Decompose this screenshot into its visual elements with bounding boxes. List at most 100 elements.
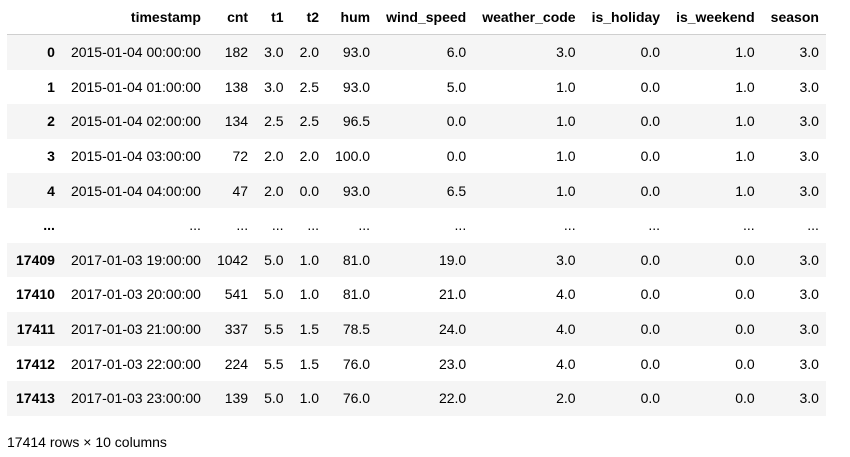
- table-cell-wind-speed: 6.5: [446, 182, 467, 199]
- table-cell-timestamp: 2015-01-04 02:00:00: [70, 113, 201, 130]
- table-cell-is-weekend: 0.0: [735, 321, 755, 338]
- table-cell-weather-code: 3.0: [556, 251, 576, 268]
- table-cell-t1: 5.0: [264, 251, 284, 268]
- table-cell-season: 3.0: [799, 182, 819, 199]
- table-cell-weather-code: ...: [563, 217, 576, 234]
- table-cell-is-holiday: 0.0: [640, 78, 661, 95]
- table-row: 0 2015-01-04 00:00:00 182 3.0 2.0 93.0 6.0 3.0 0…: [7, 34, 826, 70]
- table-cell-t1: 3.0: [264, 44, 284, 61]
- table-cell-is-holiday: 0.0: [640, 390, 661, 407]
- row-index: 17410: [16, 286, 55, 303]
- table-cell-t1: 5.5: [264, 355, 284, 372]
- table-cell-weather-code: 2.0: [556, 390, 576, 407]
- table-cell-hum: 81.0: [342, 251, 371, 268]
- row-index: 17412: [16, 355, 55, 372]
- table-cell-weather-code: 1.0: [556, 148, 576, 165]
- table-cell-timestamp: 2017-01-03 22:00:00: [70, 355, 201, 372]
- table-cell-cnt: 182: [224, 44, 249, 61]
- table-cell-hum: 96.5: [342, 113, 371, 130]
- table-cell-is-holiday: 0.0: [640, 321, 661, 338]
- row-index: 17413: [16, 390, 55, 407]
- table-cell-season: 3.0: [799, 286, 819, 303]
- table-cell-cnt: 47: [232, 182, 249, 199]
- table-row: 17410 2017-01-03 20:00:00 541 5.0 1.0 81.0 21.…: [7, 277, 826, 312]
- table-cell-hum: 93.0: [342, 78, 371, 95]
- table-cell-t2: ...: [307, 217, 320, 234]
- table-cell-wind-speed: 22.0: [438, 390, 467, 407]
- table-cell-t1: 3.0: [264, 78, 284, 95]
- table-cell-is-holiday: 0.0: [640, 148, 661, 165]
- column-header-timestamp: timestamp: [61, 0, 208, 35]
- table-cell-hum: 93.0: [342, 44, 371, 61]
- table-cell-season: 3.0: [799, 148, 819, 165]
- table-cell-weather-code: 1.0: [556, 182, 576, 199]
- table-cell-is-weekend: 1.0: [735, 44, 755, 61]
- column-header-wind-speed: wind_speed: [377, 0, 474, 35]
- table-cell-weather-code: 4.0: [556, 321, 576, 338]
- table-cell-wind-speed: 0.0: [446, 148, 467, 165]
- table-cell-season: 3.0: [799, 321, 819, 338]
- column-header-t1: t1: [255, 0, 291, 35]
- table-cell-season: 3.0: [799, 44, 819, 61]
- table-cell-season: ...: [807, 217, 819, 234]
- table-cell-hum: 78.5: [342, 321, 371, 338]
- table-row: 2 2015-01-04 02:00:00 134 2.5 2.5 96.5 0.0 1.0 0…: [7, 104, 826, 139]
- table-cell-season: 3.0: [799, 390, 819, 407]
- table-cell-t2: 1.0: [299, 251, 320, 268]
- table-cell-hum: ...: [358, 217, 371, 234]
- table-cell-t1: 5.0: [264, 286, 284, 303]
- table-row: 17412 2017-01-03 22:00:00 224 5.5 1.5 76.0 23.…: [7, 346, 826, 381]
- table-cell-is-weekend: 1.0: [735, 182, 755, 199]
- table-cell-timestamp: 2017-01-03 21:00:00: [70, 321, 201, 338]
- table-cell-hum: 100.0: [335, 148, 371, 165]
- table-row: 17411 2017-01-03 21:00:00 337 5.5 1.5 78.5 24.…: [7, 311, 826, 347]
- table-cell-weather-code: 4.0: [556, 286, 576, 303]
- table-cell-t2: 1.5: [299, 321, 320, 338]
- table-cell-is-holiday: 0.0: [640, 44, 661, 61]
- table-cell-timestamp: 2015-01-04 04:00:00: [70, 182, 201, 199]
- table-cell-cnt: 1042: [216, 251, 249, 268]
- table-cell-t2: 2.0: [299, 148, 320, 165]
- table-cell-wind-speed: 19.0: [438, 251, 467, 268]
- table-cell-is-holiday: 0.0: [640, 286, 661, 303]
- table-cell-is-holiday: 0.0: [640, 355, 661, 372]
- column-header-is-weekend: is_weekend: [667, 0, 762, 35]
- table-cell-weather-code: 4.0: [556, 355, 576, 372]
- table-cell-t2: 2.5: [299, 78, 320, 95]
- table-cell-hum: 76.0: [342, 355, 371, 372]
- table-row: 17409 2017-01-03 19:00:00 1042 5.0 1.0 81.0 19…: [7, 242, 826, 278]
- table-cell-is-weekend: 0.0: [735, 286, 755, 303]
- table-cell-wind-speed: 5.0: [446, 78, 467, 95]
- table-cell-weather-code: 3.0: [556, 44, 576, 61]
- table-cell-is-weekend: 0.0: [735, 251, 755, 268]
- row-index: 0: [47, 44, 55, 61]
- table-cell-timestamp: 2017-01-03 20:00:00: [70, 286, 201, 303]
- table-cell-timestamp: 2015-01-04 03:00:00: [70, 148, 201, 165]
- table-cell-is-weekend: 0.0: [735, 355, 755, 372]
- table-cell-season: 3.0: [799, 113, 819, 130]
- table-cell-is-weekend: 1.0: [735, 78, 755, 95]
- index-header: [7, 0, 62, 35]
- table-cell-weather-code: 1.0: [556, 78, 576, 95]
- row-index: 2: [47, 113, 55, 130]
- table-cell-weather-code: 1.0: [556, 113, 576, 130]
- table-cell-t2: 1.0: [299, 390, 320, 407]
- table-cell-hum: 76.0: [342, 390, 371, 407]
- table-header: timestamp cnt t1 t2 hum wind_speed weath…: [7, 0, 826, 35]
- table-cell-t1: 2.5: [264, 113, 284, 130]
- table-cell-wind-speed: 24.0: [438, 321, 467, 338]
- column-header-t2: t2: [290, 0, 327, 35]
- table-cell-is-weekend: 1.0: [735, 113, 755, 130]
- column-header-is-holiday: is_holiday: [582, 0, 668, 35]
- table-cell-season: 3.0: [799, 251, 819, 268]
- table-cell-is-holiday: ...: [648, 217, 661, 234]
- table-cell-t1: ...: [271, 217, 284, 234]
- table-cell-cnt: 224: [224, 355, 249, 372]
- table-cell-t1: 5.0: [264, 390, 284, 407]
- row-index: 17411: [16, 321, 55, 338]
- table-cell-t1: 2.0: [264, 148, 284, 165]
- table-summary: 17414 rows × 10 columns: [7, 434, 167, 450]
- table-cell-is-holiday: 0.0: [640, 251, 661, 268]
- header-row: timestamp cnt t1 t2 hum wind_speed weath…: [7, 0, 826, 35]
- table-cell-is-holiday: 0.0: [640, 113, 661, 130]
